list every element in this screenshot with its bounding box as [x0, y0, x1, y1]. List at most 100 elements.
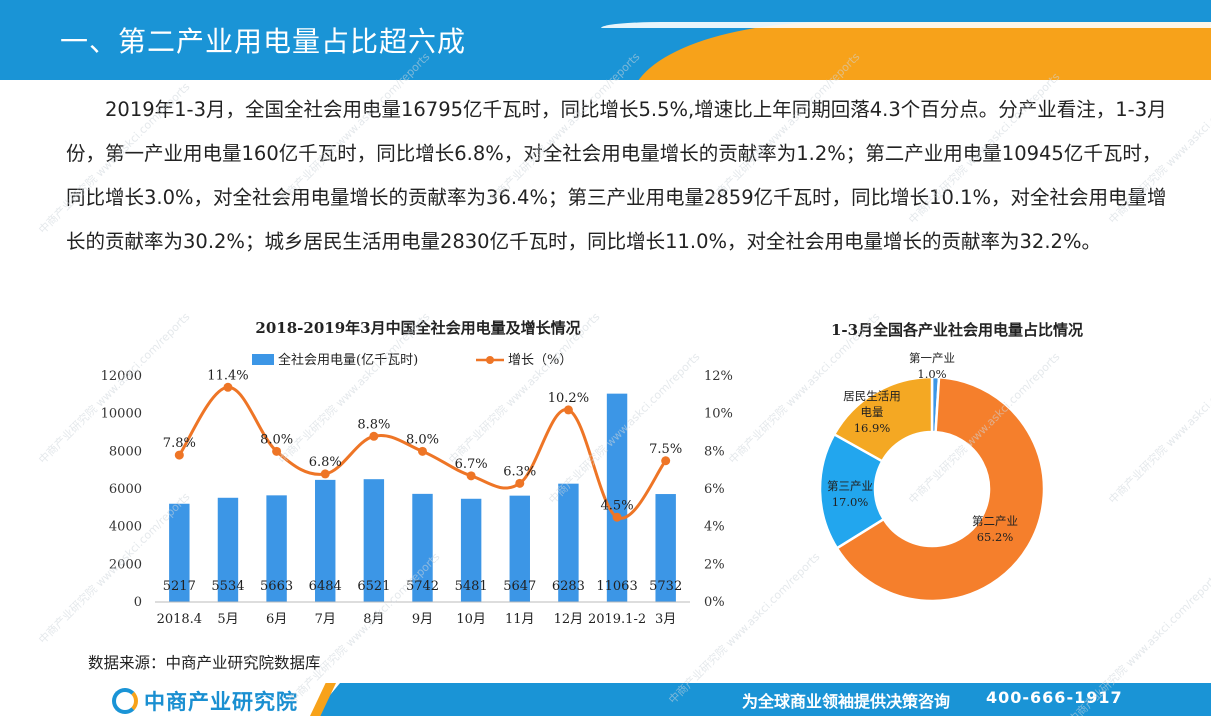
growth-point: [174, 450, 184, 460]
bar: [460, 498, 482, 602]
bar-value-label: 6484: [309, 579, 342, 594]
x-axis: 2018.4 5月 6月 7月 8月 9月 10月 11月 12月 2019.1-2 3月: [155, 601, 690, 627]
bar-value-label: 11063: [596, 579, 637, 594]
growth-value-label: 4.5%: [601, 498, 634, 513]
bar: [509, 495, 530, 602]
footer-logo: 中商产业研究院: [112, 686, 298, 716]
bar-value-label: 6521: [357, 579, 390, 594]
slice-name-label: 第一产业: [909, 351, 955, 365]
slice-name-label: 第二产业: [972, 514, 1018, 528]
right-axis-tick: 6%: [704, 482, 725, 497]
bar: [169, 503, 190, 602]
legend-line-marker: [486, 356, 494, 364]
header-banner: 一、第二产业用电量占比超六成: [0, 0, 1211, 80]
slice-name-label: 第三产业: [827, 479, 873, 493]
x-axis-tick: 6月: [266, 612, 287, 627]
footer-white-panel: [0, 683, 340, 716]
growth-value-label: 8.8%: [357, 417, 390, 432]
growth-value-label: 8.0%: [260, 432, 293, 447]
donut-slice: [832, 375, 934, 463]
right-axis-tick: 10%: [704, 407, 733, 422]
donut-labels: 第一产业 1.0% 第二产业 65.2% 第三产业 17.0% 居民生活用电量 16.9%: [827, 351, 1018, 544]
bar-value-label: 5647: [503, 579, 536, 594]
slice-percent-label: 1.0%: [917, 367, 946, 381]
growth-value-label: 7.8%: [163, 436, 196, 451]
growth-value-label: 8.0%: [406, 432, 439, 447]
growth-point: [369, 431, 379, 441]
x-axis-tick: 9月: [412, 612, 433, 627]
slice-percent-label: 16.9%: [854, 421, 891, 435]
x-axis-tick: 8月: [363, 612, 384, 627]
right-axis-tick: 0%: [704, 595, 725, 610]
x-axis-tick: 2019.1-2: [588, 612, 646, 627]
x-axis-tick: 3月: [655, 612, 676, 627]
slice-name-label: 电量: [861, 405, 884, 419]
bar-series: 5217 5534 5663 6484 6521 5742 5481 5647 6283 1106…: [163, 393, 682, 602]
left-axis-tick: 8000: [109, 444, 142, 459]
x-axis-tick: 10月: [456, 612, 486, 627]
footer-phone: 400-666-1917: [986, 688, 1123, 707]
legend-bar-swatch: [252, 354, 274, 365]
growth-point: [466, 471, 476, 481]
growth-point: [563, 405, 573, 415]
growth-point: [223, 382, 233, 392]
data-source: 数据来源：中商产业研究院数据库: [88, 654, 321, 672]
x-axis-tick: 11月: [505, 612, 535, 627]
x-axis-tick: 7月: [315, 612, 336, 627]
right-axis-tick: 8%: [704, 444, 725, 459]
header-white-stripe: [601, 22, 1211, 28]
legend-line-label: 增长（%）: [508, 353, 572, 368]
bar-value-label: 5732: [649, 579, 682, 594]
chart-title: 2018-2019年3月中国全社会用电量及增长情况: [255, 319, 580, 337]
left-axis-tick: 6000: [109, 482, 142, 497]
bar: [606, 393, 628, 602]
slice-name-label: 居民生活用: [843, 389, 901, 403]
growth-point: [272, 446, 282, 456]
growth-value-label: 10.2%: [548, 391, 589, 406]
bar-value-label: 5663: [260, 579, 293, 594]
growth-point: [661, 456, 671, 466]
right-axis-tick: 4%: [704, 520, 725, 535]
left-axis: 0 2000 4000 6000 8000 10000 12000: [101, 369, 142, 610]
right-axis-tick: 12%: [704, 369, 733, 384]
left-axis-tick: 4000: [109, 520, 142, 535]
electricity-consumption-chart: 2018-2019年3月中国全社会用电量及增长情况 全社会用电量(亿千瓦时) 增长…: [101, 319, 733, 627]
logo-text: 中商产业研究院: [144, 690, 298, 714]
growth-point: [320, 469, 330, 479]
right-axis-tick: 2%: [704, 557, 725, 572]
right-axis: 0% 2% 4% 6% 8% 10% 12%: [704, 369, 733, 610]
growth-value-label: 7.5%: [649, 442, 682, 457]
growth-point: [418, 446, 427, 456]
growth-point: [515, 478, 525, 488]
donut-slice: [835, 375, 1046, 603]
bar: [315, 479, 336, 602]
left-axis-tick: 2000: [109, 557, 142, 572]
page-title: 一、第二产业用电量占比超六成: [60, 25, 467, 58]
bar-value-label: 5742: [406, 579, 439, 594]
bar-value-label: 5534: [211, 579, 244, 594]
donut-slices: [818, 375, 1046, 603]
growth-value-label: 6.7%: [455, 457, 488, 472]
legend-bar-label: 全社会用电量(亿千瓦时): [278, 352, 418, 368]
chart-legend: 全社会用电量(亿千瓦时) 增长（%）: [252, 352, 572, 368]
header-orange-ribbon: [631, 22, 1211, 80]
growth-value-label: 6.3%: [503, 464, 536, 479]
x-axis-tick: 2018.4: [157, 612, 203, 627]
bar: [412, 493, 433, 602]
bar-value-label: 6283: [552, 579, 585, 594]
footer-banner: 中商产业研究院 为全球商业领袖提供决策咨询 400-666-1917: [0, 683, 1211, 716]
slice-percent-label: 17.0%: [832, 495, 869, 509]
x-axis-tick: 5月: [217, 612, 238, 627]
growth-value-label: 11.4%: [207, 368, 248, 383]
chart-title: 1-3月全国各产业社会用电量占比情况: [831, 321, 1083, 339]
industry-share-chart: 1-3月全国各产业社会用电量占比情况 第一产业 1.0% 第二产业 65.2% 第三产业…: [818, 321, 1083, 603]
bar-value-label: 5481: [455, 579, 488, 594]
growth-value-label: 6.8%: [309, 455, 342, 470]
growth-point: [612, 512, 622, 522]
bar-value-label: 5217: [163, 579, 196, 594]
intro-paragraph: 2019年1-3月，全国全社会用电量16795亿千瓦时，同比增长5.5%,增速比…: [66, 98, 1167, 253]
line-series: 7.8% 11.4% 8.0% 6.8% 8.8% 8.0% 6.7% 6.3% 10.2% 4.…: [163, 368, 682, 522]
left-axis-tick: 10000: [101, 407, 142, 422]
bar: [655, 494, 676, 602]
logo-icon: [112, 688, 138, 714]
